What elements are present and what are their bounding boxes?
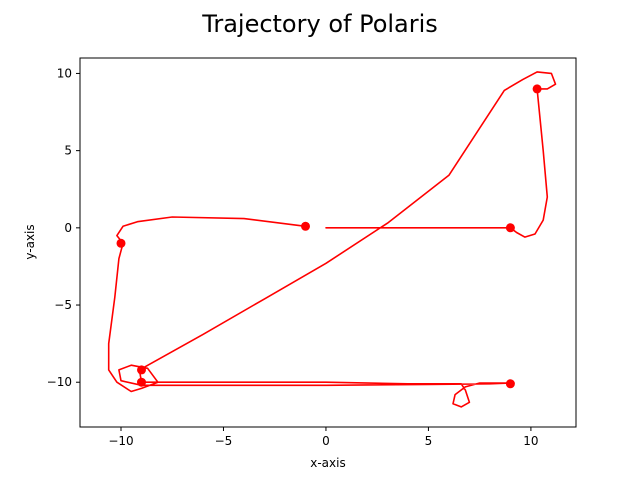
y-tick-label: −5 <box>54 298 72 312</box>
x-tick-label: −10 <box>108 434 133 448</box>
y-tick-label: 10 <box>57 66 72 80</box>
marker-layer <box>116 84 542 389</box>
waypoint-marker <box>505 223 515 233</box>
plot-frame <box>79 57 577 428</box>
waypoint-marker <box>505 379 515 389</box>
x-axis-label: x-axis <box>310 456 345 470</box>
series-layer <box>107 71 557 408</box>
y-tick-label: 0 <box>64 221 72 235</box>
x-tick-label: 0 <box>322 434 330 448</box>
x-tick-label: 10 <box>523 434 538 448</box>
waypoint-marker <box>301 221 310 231</box>
waypoint-marker <box>137 365 146 375</box>
y-tick-label: 5 <box>64 144 72 158</box>
chart-title: Trajectory of Polaris <box>201 10 438 38</box>
waypoint-marker <box>532 84 542 94</box>
y-axis-label: y-axis <box>23 224 37 259</box>
y-tick-label: −10 <box>47 375 72 389</box>
y-axis-ticks: −10 −5 0 5 10 <box>47 66 80 389</box>
waypoint-marker <box>116 238 126 248</box>
trajectory-line <box>107 71 557 408</box>
x-axis-ticks: −10 −5 0 5 10 <box>108 427 539 448</box>
x-tick-label: −5 <box>215 434 233 448</box>
waypoint-marker <box>137 377 146 387</box>
x-tick-label: 5 <box>425 434 433 448</box>
